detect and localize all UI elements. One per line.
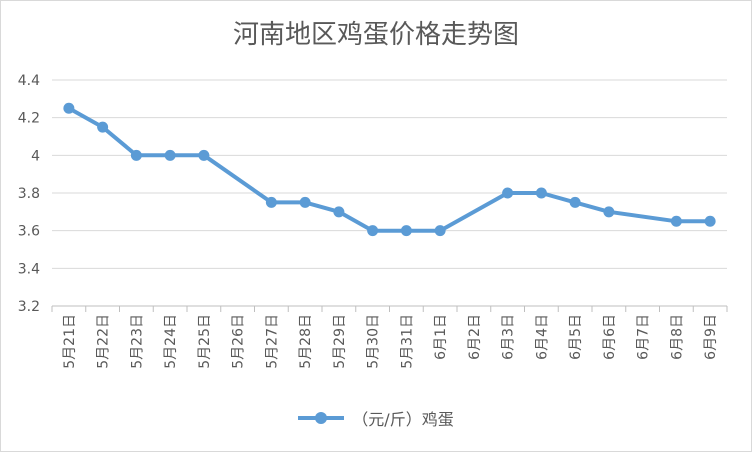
data-point bbox=[434, 225, 446, 237]
x-tick-label: 6月3日 bbox=[501, 314, 517, 360]
x-tick-label: 5月26日 bbox=[231, 314, 247, 369]
y-tick-label: 3.2 bbox=[18, 299, 40, 315]
x-tick-label: 6月6日 bbox=[602, 314, 618, 360]
legend-marker-icon bbox=[315, 412, 328, 424]
data-point bbox=[198, 149, 210, 161]
x-tick-label: 6月5日 bbox=[568, 314, 584, 360]
x-tick-label: 6月8日 bbox=[669, 314, 685, 360]
legend-label: （元/斤）鸡蛋 bbox=[352, 410, 454, 429]
x-tick-label: 6月2日 bbox=[467, 314, 483, 360]
y-tick-label: 3.8 bbox=[18, 186, 40, 202]
data-point bbox=[569, 196, 581, 208]
x-tick-label: 5月29日 bbox=[332, 314, 348, 369]
chart-title: 河南地区鸡蛋价格走势图 bbox=[232, 20, 519, 50]
data-point bbox=[333, 206, 345, 218]
x-tick-label: 6月9日 bbox=[703, 314, 719, 360]
x-tick-label: 5月31日 bbox=[399, 314, 415, 369]
x-tick-label: 5月27日 bbox=[264, 314, 280, 369]
data-point bbox=[502, 187, 514, 199]
data-point bbox=[367, 225, 379, 237]
y-tick-label: 4.4 bbox=[18, 73, 40, 89]
data-point bbox=[535, 187, 547, 199]
x-tick-label: 6月7日 bbox=[636, 314, 652, 360]
data-point bbox=[603, 206, 615, 218]
y-tick-label: 3.4 bbox=[18, 261, 40, 277]
legend-swatch bbox=[298, 412, 345, 424]
x-tick-label: 5月25日 bbox=[197, 314, 213, 369]
y-tick-label: 4.2 bbox=[18, 111, 40, 127]
data-point bbox=[299, 196, 311, 208]
x-tick-label: 5月21日 bbox=[62, 314, 78, 369]
legend: （元/斤）鸡蛋 bbox=[0, 406, 752, 430]
data-point bbox=[670, 215, 682, 227]
data-point bbox=[400, 225, 412, 237]
x-tick-label: 5月30日 bbox=[366, 314, 382, 369]
data-point bbox=[265, 196, 277, 208]
x-tick-label: 5月24日 bbox=[163, 314, 179, 369]
y-tick-label: 3.6 bbox=[18, 224, 40, 240]
x-tick-label: 5月28日 bbox=[298, 314, 314, 369]
x-tick-label: 6月1日 bbox=[433, 314, 449, 360]
x-tick-label: 5月22日 bbox=[96, 314, 112, 369]
y-tick-label: 4 bbox=[31, 148, 40, 164]
x-tick-label: 6月4日 bbox=[534, 314, 550, 360]
data-point bbox=[130, 149, 142, 161]
x-tick-label: 5月23日 bbox=[129, 314, 145, 369]
data-point bbox=[704, 215, 716, 227]
data-point bbox=[63, 102, 75, 114]
data-point bbox=[97, 121, 109, 133]
data-point bbox=[164, 149, 176, 161]
